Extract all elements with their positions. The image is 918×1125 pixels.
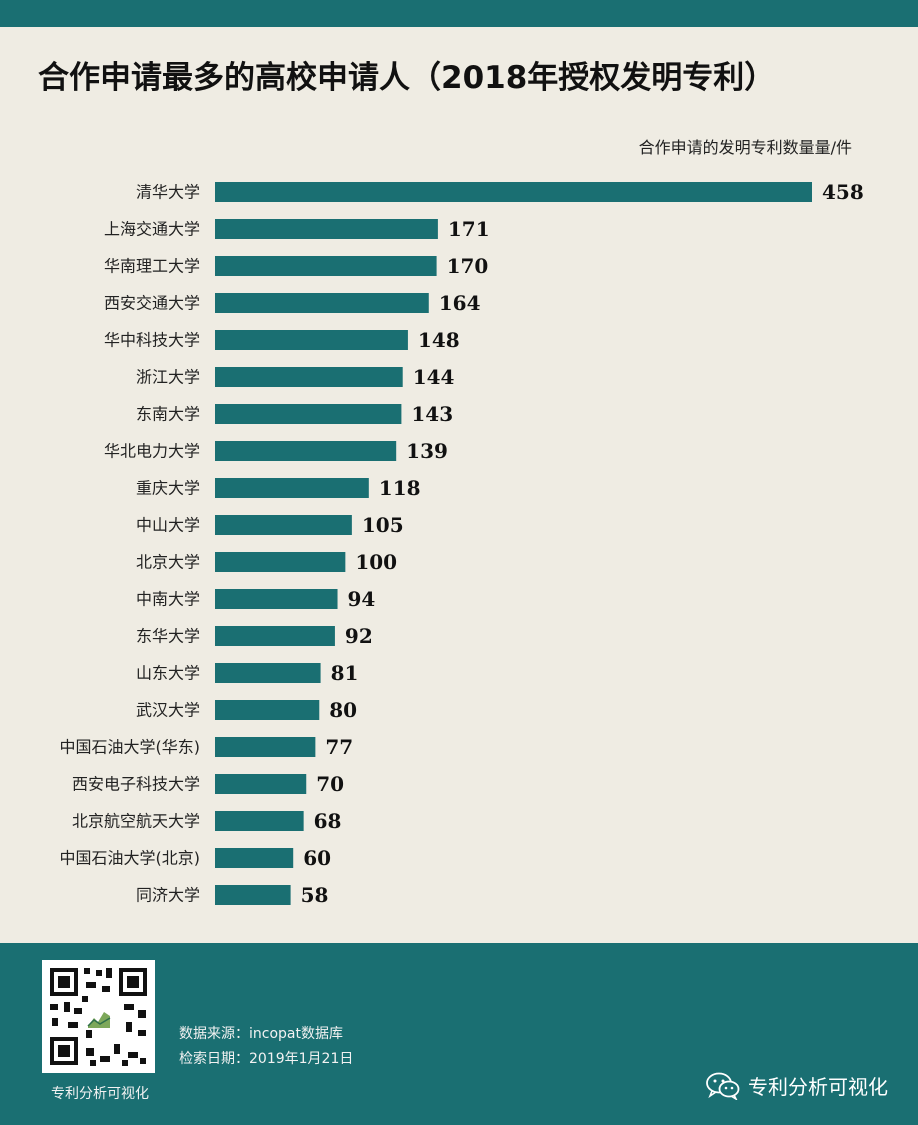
bar [215, 737, 316, 757]
brand-name: 专利分析可视化 [748, 1075, 888, 1099]
value-label: 170 [447, 254, 489, 278]
bar [215, 293, 429, 313]
category-label: 西安交通大学 [104, 294, 200, 313]
bar [215, 626, 335, 646]
category-label: 上海交通大学 [104, 220, 200, 239]
bar [215, 552, 346, 572]
qr-caption: 专利分析可视化 [51, 1086, 149, 1102]
category-label: 浙江大学 [136, 368, 200, 387]
bar [215, 515, 352, 535]
category-label: 中南大学 [136, 590, 200, 609]
value-label: 92 [345, 624, 373, 648]
category-label: 武汉大学 [136, 701, 200, 720]
bar [215, 663, 321, 683]
wechat-icon [706, 1072, 740, 1100]
bar [215, 885, 291, 905]
category-label: 华北电力大学 [104, 442, 200, 461]
bar [215, 330, 408, 350]
value-label: 148 [418, 328, 460, 352]
category-label: 重庆大学 [136, 479, 200, 498]
category-label: 清华大学 [136, 183, 200, 202]
footer: 专利分析可视化 数据来源：incopat数据库 检索日期：2019年1月21日 … [0, 943, 918, 1125]
bar [215, 700, 320, 720]
value-label: 60 [303, 846, 331, 870]
brand-mark: 专利分析可视化 [706, 1071, 888, 1100]
category-label: 东南大学 [136, 405, 200, 424]
bar [215, 404, 402, 424]
bar [215, 219, 438, 239]
category-label: 东华大学 [136, 627, 200, 646]
bar [215, 848, 294, 868]
value-label: 458 [822, 180, 864, 204]
top-banner [0, 0, 918, 27]
value-label: 144 [413, 365, 455, 389]
value-label: 58 [301, 883, 329, 907]
value-label: 81 [331, 661, 359, 685]
value-label: 94 [348, 587, 376, 611]
bar [215, 367, 403, 387]
bar [215, 774, 307, 794]
value-label: 100 [355, 550, 397, 574]
bar [215, 811, 304, 831]
value-label: 143 [411, 402, 453, 426]
category-label: 北京航空航天大学 [72, 812, 200, 831]
bar [215, 256, 437, 276]
value-label: 70 [316, 772, 344, 796]
category-label: 山东大学 [136, 664, 200, 683]
axis-unit-label: 合作申请的发明专利数量量/件 [638, 138, 852, 157]
bar-chart: 清华大学 458 上海交通大学 171 华南理工大学 170 西安交通大学 164 华中科技大学… [60, 180, 864, 907]
value-label: 139 [406, 439, 448, 463]
value-label: 105 [362, 513, 404, 537]
bar [215, 589, 338, 609]
qr-code[interactable] [42, 960, 155, 1073]
bar [215, 478, 369, 498]
search-date: 检索日期：2019年1月21日 [179, 1051, 354, 1067]
category-label: 同济大学 [136, 886, 200, 905]
category-label: 华中科技大学 [104, 331, 200, 350]
value-label: 77 [325, 735, 353, 759]
value-label: 80 [329, 698, 357, 722]
category-label: 中国石油大学(华东) [60, 738, 201, 757]
value-label: 164 [439, 291, 481, 315]
page-title: 合作申请最多的高校申请人（2018年授权发明专利） [38, 60, 776, 96]
bar [215, 182, 812, 202]
bar [215, 441, 397, 461]
value-label: 118 [379, 476, 421, 500]
qr-code-image [42, 960, 155, 1073]
category-label: 华南理工大学 [104, 257, 200, 276]
category-label: 中山大学 [136, 516, 200, 535]
value-label: 68 [314, 809, 342, 833]
category-label: 中国石油大学(北京) [60, 849, 201, 868]
value-label: 171 [448, 217, 490, 241]
category-label: 西安电子科技大学 [72, 775, 200, 794]
category-label: 北京大学 [136, 553, 200, 572]
data-source: 数据来源：incopat数据库 [179, 1026, 343, 1042]
